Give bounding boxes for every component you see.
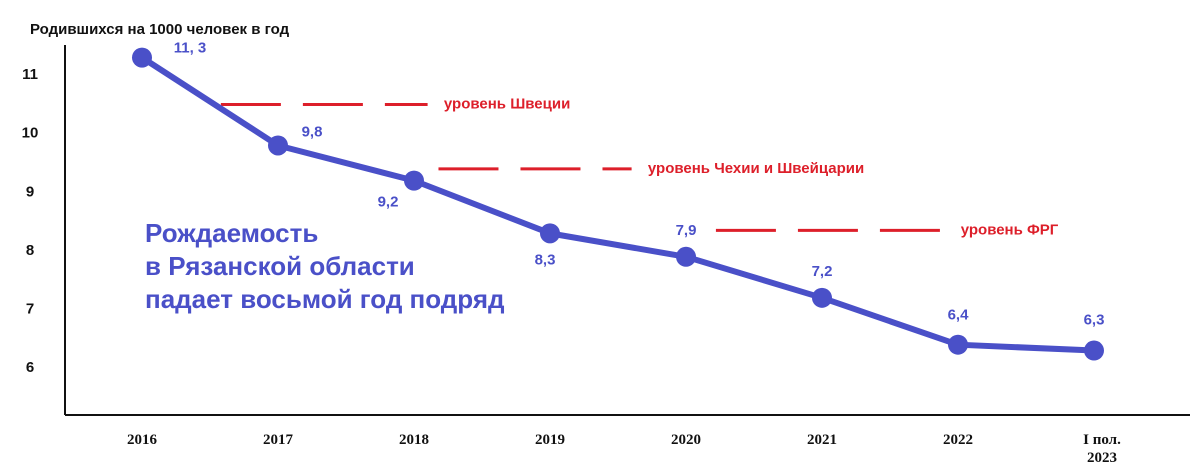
x-tick-label: I пол. 2023 xyxy=(1083,432,1121,466)
y-tick-label: 7 xyxy=(26,301,34,318)
x-tick-label: 2017 xyxy=(263,432,293,448)
reference-label: уровень ФРГ xyxy=(961,221,1059,238)
annotation: в Рязанской области xyxy=(145,251,415,281)
data-label: 7,2 xyxy=(812,263,833,280)
data-label: 7,9 xyxy=(676,222,697,239)
data-point xyxy=(132,47,152,68)
data-point xyxy=(812,287,832,308)
x-tick-label: 2016 xyxy=(127,432,157,448)
y-tick-label: 11 xyxy=(22,66,38,83)
data-point xyxy=(948,334,968,355)
x-tick-label: 2018 xyxy=(399,432,429,448)
data-label: 11, 3 xyxy=(174,40,207,57)
data-point xyxy=(676,246,696,267)
y-tick-label: 8 xyxy=(26,242,34,259)
data-label: 6,4 xyxy=(948,307,970,324)
data-point xyxy=(404,170,424,191)
data-point xyxy=(540,223,560,244)
reference-label: уровень Чехии и Швейцарии xyxy=(648,160,864,177)
y-tick-label: 10 xyxy=(22,125,39,142)
data-label: 8,3 xyxy=(535,251,556,268)
x-tick-label: 2019 xyxy=(535,432,565,448)
annotation: Рождаемость xyxy=(145,218,318,248)
data-point xyxy=(268,135,288,156)
data-label: 6,3 xyxy=(1084,312,1105,329)
annotation: падает восьмой год подряд xyxy=(145,284,505,314)
reference-label: уровень Швеции xyxy=(444,95,570,112)
y-axis-label: Родившихся на 1000 человек в год xyxy=(30,21,290,38)
x-tick-label: 2021 xyxy=(807,432,837,448)
x-tick-label: 2020 xyxy=(671,432,701,448)
series-line xyxy=(140,55,1095,354)
data-label: 9,8 xyxy=(302,123,323,140)
data-label: 9,2 xyxy=(378,194,399,211)
y-tick-label: 6 xyxy=(26,359,34,376)
y-tick-label: 9 xyxy=(26,183,34,200)
x-tick-label: 2022 xyxy=(943,432,973,448)
data-point xyxy=(1084,340,1104,361)
